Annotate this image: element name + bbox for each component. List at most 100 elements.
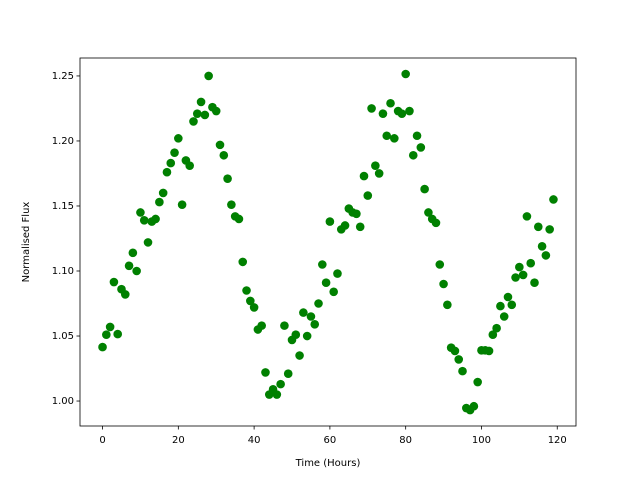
point (522, 212, 532, 221)
point (174, 134, 183, 143)
point (318, 260, 327, 269)
point (257, 321, 266, 330)
point (496, 301, 505, 311)
y-tick-label: 1.20 (52, 136, 74, 147)
point (295, 351, 304, 360)
point (352, 209, 361, 219)
point (215, 140, 225, 150)
point (378, 109, 388, 118)
point (367, 104, 376, 113)
x-axis-label: Time (Hours) (295, 458, 361, 469)
point (363, 191, 373, 200)
point (151, 214, 160, 224)
y-tick-label: 1.15 (52, 201, 74, 212)
point (105, 322, 115, 332)
point (113, 329, 123, 339)
point (397, 109, 407, 118)
point (204, 71, 213, 81)
point (314, 299, 323, 308)
point (211, 106, 221, 116)
point (246, 296, 255, 306)
point (420, 184, 429, 194)
point (189, 117, 198, 126)
point (333, 269, 342, 278)
point (177, 200, 187, 209)
y-tick-label: 1.00 (52, 396, 74, 407)
point (102, 330, 111, 340)
point (124, 261, 134, 271)
point (261, 368, 270, 377)
x-tick-label: 0 (99, 435, 105, 446)
point (120, 290, 130, 299)
point (291, 330, 301, 340)
point (196, 97, 206, 107)
x-tick-label: 20 (172, 435, 185, 446)
point (469, 401, 479, 411)
point (530, 278, 539, 288)
point (511, 273, 520, 282)
point (526, 258, 536, 268)
point (249, 303, 259, 312)
point (355, 222, 365, 232)
point (371, 161, 380, 170)
point (386, 98, 395, 108)
point (227, 200, 236, 209)
point (443, 300, 452, 310)
point (166, 158, 176, 168)
point (321, 278, 331, 288)
point (484, 346, 494, 356)
point (223, 174, 232, 183)
point (155, 197, 164, 207)
point (473, 377, 482, 387)
point (454, 355, 464, 364)
point (325, 217, 335, 226)
point (412, 131, 422, 141)
point (272, 390, 282, 399)
point (390, 134, 399, 143)
point (158, 188, 168, 198)
x-tick-label: 120 (548, 435, 567, 446)
point (492, 323, 501, 333)
point (435, 260, 445, 269)
point (537, 241, 547, 251)
x-tick-label: 60 (324, 435, 337, 446)
point (310, 320, 320, 329)
point (299, 308, 308, 317)
point (280, 321, 289, 330)
point (431, 218, 441, 228)
x-tick-label: 40 (248, 435, 261, 446)
point (416, 143, 426, 152)
point (533, 222, 543, 232)
point (499, 312, 509, 321)
point (382, 131, 392, 141)
point (503, 292, 513, 302)
point (132, 266, 141, 276)
point (192, 109, 202, 118)
point (162, 167, 172, 177)
point (238, 257, 248, 267)
y-tick-label: 1.05 (52, 331, 74, 342)
point (401, 69, 410, 79)
point (488, 330, 498, 340)
point (200, 110, 210, 120)
x-tick-label: 80 (399, 435, 412, 446)
point (139, 215, 149, 225)
point (98, 342, 107, 352)
point (507, 300, 517, 310)
point (549, 195, 558, 204)
point (302, 331, 312, 341)
point (185, 161, 194, 170)
point (306, 312, 316, 321)
point (109, 277, 119, 287)
point (545, 225, 554, 234)
point (374, 169, 384, 178)
y-axis-label: Normalised Flux (21, 202, 32, 283)
point (450, 346, 460, 356)
y-tick-label: 1.10 (52, 266, 74, 277)
point (405, 106, 414, 116)
point (518, 270, 528, 280)
point (170, 148, 179, 157)
point (276, 379, 285, 389)
point (136, 208, 145, 217)
